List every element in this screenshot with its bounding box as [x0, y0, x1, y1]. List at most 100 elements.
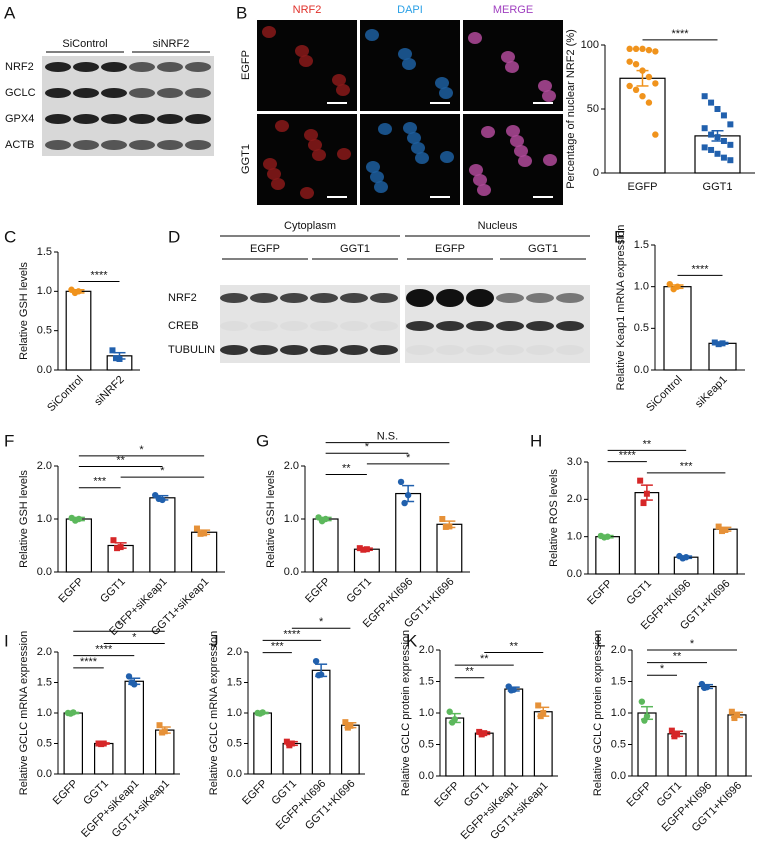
cell [262, 26, 276, 38]
significance-label: **** [90, 269, 108, 281]
error-bar [256, 711, 269, 715]
y-tick-label: 0.0 [37, 566, 52, 578]
blot-band [466, 289, 494, 307]
y-tick-label: 1.5 [37, 676, 52, 688]
cell [468, 32, 482, 44]
error-bar [640, 484, 653, 501]
data-point [356, 545, 363, 552]
data-point [397, 478, 405, 486]
cell [365, 29, 379, 41]
panel-letter: H [530, 431, 542, 450]
error-bar [72, 289, 85, 294]
blot-band [73, 140, 99, 150]
error-bar [537, 706, 550, 717]
panel-letter: D [168, 227, 180, 246]
blot-band [406, 345, 434, 355]
bar [311, 669, 331, 775]
x-tick-label: GGT1+siKeap1 [110, 778, 172, 840]
blot-group-label: siNRF2 [153, 38, 190, 50]
bar [312, 518, 339, 573]
data-point [727, 121, 734, 128]
error-bar [319, 516, 332, 522]
significance-label: **** [619, 450, 637, 462]
y-tick-label: 0.0 [419, 770, 434, 782]
data-point [727, 141, 734, 148]
significance-label: ** [342, 462, 351, 474]
panel-letter: F [4, 431, 14, 450]
y-tick-label: 1.0 [227, 707, 242, 719]
significance-label: ** [643, 438, 652, 450]
y-axis-label: Relative GCLC protein expression [400, 630, 412, 796]
blot-band [496, 293, 524, 303]
significance-label: *** [93, 476, 107, 488]
cell [366, 161, 380, 173]
error-bar [114, 542, 127, 549]
error-bar [67, 711, 80, 715]
error-bar [158, 726, 171, 734]
bar [155, 729, 175, 775]
error-bar [315, 663, 328, 678]
significance-label: * [160, 465, 165, 477]
data-point [312, 657, 320, 665]
blot-band [526, 293, 554, 303]
data-point [626, 82, 633, 90]
panel-letter: J [210, 631, 219, 650]
cell [440, 151, 454, 163]
data-point [714, 106, 721, 112]
data-point [626, 58, 633, 65]
error-bar [128, 677, 141, 686]
error-bar [711, 130, 724, 142]
cell [407, 132, 421, 144]
blot-band [220, 345, 248, 355]
bar [533, 711, 553, 777]
blot-band [436, 289, 464, 307]
bar [619, 77, 666, 174]
x-tick-label: GGT1 [98, 576, 128, 606]
y-tick-label: 1.0 [634, 281, 649, 293]
error-bar [731, 711, 743, 719]
blot-band [73, 114, 99, 124]
data-point [640, 500, 647, 507]
significance-label: **** [283, 628, 301, 640]
y-axis-label: Relative GCLC mRNA expression [18, 631, 30, 795]
bar [445, 717, 465, 777]
y-tick-label: 0.0 [611, 770, 626, 782]
bar [93, 742, 114, 775]
x-tick-label: EGFP [432, 780, 462, 810]
section-label: Cytoplasm [284, 220, 336, 232]
blot-band [73, 62, 99, 72]
cell [538, 80, 552, 92]
cell [403, 122, 417, 134]
data-point [110, 537, 117, 544]
x-tick-label: SiControl [644, 374, 684, 414]
blot-band [310, 321, 338, 331]
y-tick-label: 1.0 [284, 513, 299, 525]
data-point [701, 125, 708, 132]
cell [473, 174, 487, 186]
blot-band [310, 345, 338, 355]
cell [337, 148, 351, 160]
cell [506, 125, 520, 137]
error-bar [641, 705, 653, 721]
blot-row-label: GPX4 [5, 113, 34, 125]
blot-band [250, 345, 278, 355]
blot-band [185, 140, 211, 150]
blot-band [340, 345, 368, 355]
error-bar [671, 730, 683, 738]
y-axis-label: Relative GSH levels [18, 470, 30, 568]
bar [63, 712, 83, 775]
bar [436, 523, 463, 573]
data-point [720, 154, 727, 161]
data-point [701, 144, 708, 151]
error-bar [113, 351, 126, 360]
blot-group-label: GGT1 [340, 243, 370, 255]
cell [300, 187, 314, 199]
x-tick-label: EGFP [585, 578, 615, 608]
error-bar [443, 520, 456, 529]
data-point [701, 93, 708, 100]
cell [308, 139, 322, 151]
significance-label: ** [480, 653, 489, 665]
data-point [708, 131, 715, 138]
significance-label: * [132, 631, 137, 643]
blot-band [129, 88, 155, 98]
